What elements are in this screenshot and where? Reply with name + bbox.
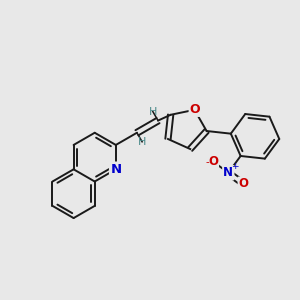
Text: N: N	[223, 166, 233, 179]
Text: O: O	[189, 103, 200, 116]
Text: H: H	[138, 137, 146, 147]
Text: N: N	[110, 163, 122, 176]
Text: +: +	[231, 162, 238, 171]
Text: H: H	[148, 106, 157, 117]
Text: O: O	[208, 155, 218, 168]
Text: O: O	[238, 177, 248, 190]
Text: -: -	[205, 157, 209, 167]
